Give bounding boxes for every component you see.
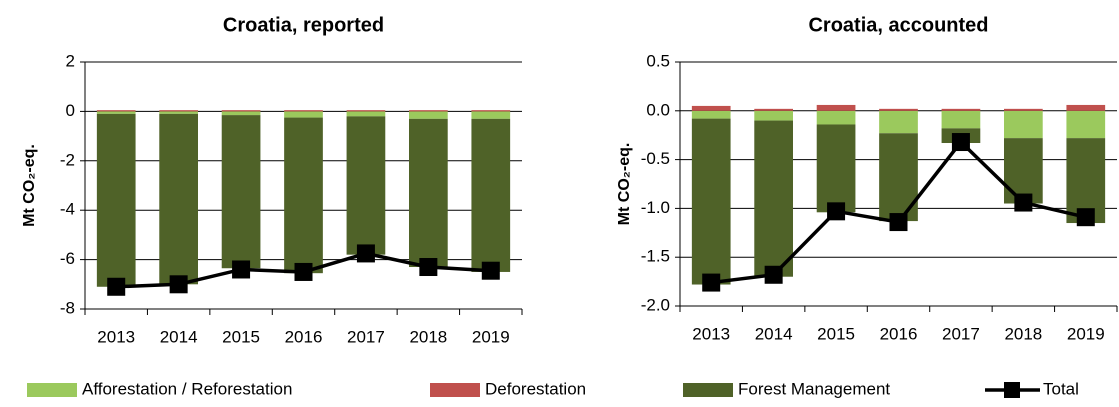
total-marker [764,265,783,284]
total-marker [889,213,908,232]
y-tick-label: -0.5 [641,149,670,168]
y-axis-label: Mt CO₂-eq. [616,143,633,226]
bar-segment [879,110,918,134]
y-tick-label: -1.5 [641,247,670,266]
chart-title: Croatia, accounted [808,14,988,36]
bar-segment [941,110,981,129]
bar-segment [754,120,793,277]
bar-segment [159,111,198,114]
bar-segment [96,113,136,287]
legend-swatch [683,383,733,397]
bar-segment [691,105,731,111]
y-tick-label: 2 [66,51,75,70]
bar-segment [816,104,856,111]
x-tick-label: 2014 [160,327,198,346]
bar-segment [96,111,136,114]
bar-segment [159,110,198,112]
y-tick-label: -6 [60,249,75,268]
bar-segment [471,118,511,272]
bar-segment [816,110,856,125]
total-marker [232,260,251,279]
legend-marker [1004,382,1020,398]
y-tick-label: -2.0 [641,295,670,314]
x-tick-label: 2018 [409,327,447,346]
bar-segment [754,110,793,121]
total-marker [951,133,970,152]
total-marker [419,258,438,277]
total-marker [1014,193,1033,212]
bar-segment [1004,108,1043,111]
bar-segment [471,111,511,119]
x-tick-label: 2017 [347,327,385,346]
chart-title: Croatia, reported [223,14,384,36]
bar-segment [1004,138,1043,204]
legend-swatch [27,383,77,397]
total-marker [702,273,721,292]
bar-segment [754,108,793,111]
bar-segment [284,117,323,274]
bar-segment [879,108,918,111]
bar-segment [1066,104,1106,111]
legend-label: Afforestation / Reforestation [82,379,292,398]
total-marker [169,275,188,294]
bar-segment [96,110,136,112]
bar-segment [1066,110,1106,139]
bar-segment [284,110,323,112]
x-tick-label: 2016 [285,327,323,346]
y-axis-label: Mt CO₂-eq. [21,144,38,227]
bar-segment [691,118,731,285]
bar-segment [221,110,261,112]
total-marker [294,262,313,281]
bar-segment [471,110,511,112]
total-marker [1076,208,1095,227]
x-tick-label: 2016 [880,324,918,343]
bar-segment [816,124,856,213]
total-marker [481,261,500,280]
x-tick-label: 2013 [692,324,730,343]
bar-segment [284,111,323,118]
x-tick-label: 2015 [817,324,855,343]
x-tick-label: 2018 [1004,324,1042,343]
bar-segment [346,110,386,112]
y-tick-label: 0.5 [646,51,670,70]
bar-segment [1004,110,1043,139]
total-marker [356,244,375,263]
x-tick-label: 2015 [222,327,260,346]
bar-segment [346,111,386,117]
y-tick-label: -8 [60,298,75,317]
y-tick-label: 0 [66,101,75,120]
bar-segment [346,116,386,255]
legend-swatch [430,383,480,397]
y-tick-label: 0.0 [646,100,670,119]
bar-segment [409,118,448,268]
x-tick-label: 2017 [942,324,980,343]
legend-label: Deforestation [485,379,586,398]
bar-segment [879,133,918,222]
bar-segment [409,111,448,119]
bar-segment [159,113,198,285]
bar-segment [221,115,261,269]
legend-label: Total [1043,379,1079,398]
y-tick-label: -4 [60,200,75,219]
y-tick-label: -1.0 [641,198,670,217]
bar-segment [941,108,981,111]
bar-segment [409,110,448,112]
total-marker [107,277,126,296]
legend-label: Forest Management [738,379,890,398]
x-tick-label: 2014 [755,324,793,343]
bar-segment [221,111,261,116]
x-tick-label: 2019 [472,327,510,346]
x-tick-label: 2013 [97,327,135,346]
x-tick-label: 2019 [1067,324,1105,343]
y-tick-label: -2 [60,150,75,169]
bar-segment [691,110,731,119]
total-marker [827,202,846,221]
